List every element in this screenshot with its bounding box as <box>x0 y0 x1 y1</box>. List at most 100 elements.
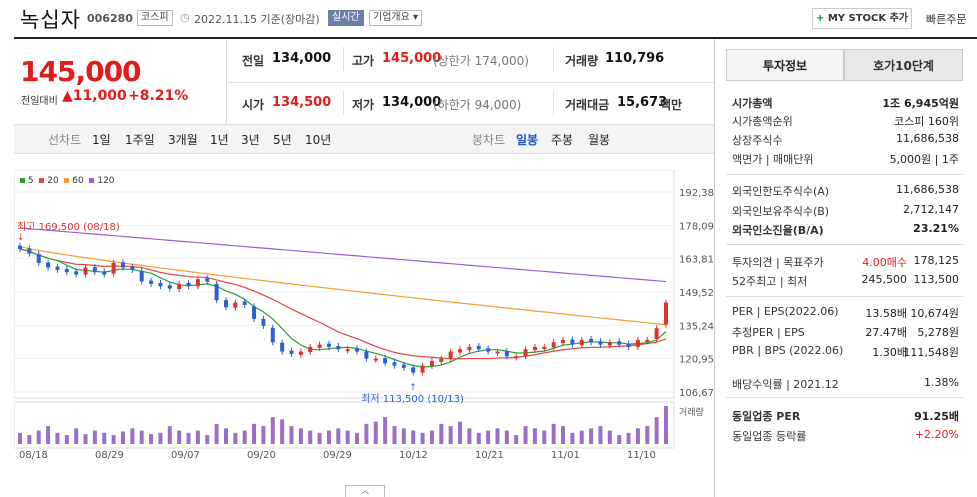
mystock-add-button[interactable]: + MY STOCK 추가 <box>812 8 912 29</box>
volume-bar <box>55 432 60 444</box>
volume-bar <box>177 430 182 444</box>
company-overview-button[interactable]: 기업개요 ▾ <box>369 10 422 26</box>
candle <box>308 346 313 353</box>
volume-bar <box>111 435 116 444</box>
info-label: 상장주식수 <box>732 134 783 147</box>
volume-bar <box>326 430 331 444</box>
candle <box>504 351 509 357</box>
info-value: 1.38% <box>924 376 959 389</box>
tab-1d[interactable]: 1일 <box>92 133 111 147</box>
info-value: 11,686,538 <box>896 183 959 196</box>
candle <box>18 245 22 249</box>
info-label: 동일업종 등락률 <box>732 430 807 443</box>
quick-order-link[interactable]: 빠른주문 <box>926 13 967 26</box>
x-tick-label: 08/29 <box>95 450 124 460</box>
candle <box>214 283 219 301</box>
candle <box>223 300 228 308</box>
volume-bar <box>589 428 594 444</box>
candle <box>420 365 425 373</box>
stock-name: 녹십자 <box>20 8 81 32</box>
stock-code: 006280 <box>87 12 133 25</box>
chart-tab-bar <box>14 124 714 154</box>
collapse-toggle[interactable]: ︿ <box>345 485 385 497</box>
info-label: PBR | BPS (2022.06) <box>732 344 844 357</box>
open-label: 시가 <box>242 98 265 112</box>
candle <box>551 342 556 348</box>
candle <box>261 318 266 326</box>
candle <box>102 271 107 275</box>
tab-1y[interactable]: 1년 <box>210 133 229 147</box>
volume-bar <box>532 428 537 444</box>
volume-bar <box>139 430 144 444</box>
candle <box>345 349 350 352</box>
y-tick-label: 149,528 <box>679 288 714 299</box>
volume-bar <box>298 428 303 444</box>
legend-swatch <box>39 178 45 183</box>
volume-bar <box>607 430 612 444</box>
info-value: 91.25배 <box>914 410 959 423</box>
prev-close-label: 전일 <box>242 54 265 68</box>
y-tick-label: 163,813 <box>679 255 714 266</box>
volume-bar <box>345 430 350 444</box>
candle <box>298 351 303 355</box>
x-tick-label: 09/29 <box>323 450 352 460</box>
info-value: 13.58배 <box>865 307 907 320</box>
tab-3y[interactable]: 3년 <box>241 133 260 147</box>
candle <box>486 348 491 352</box>
info-value: 1조 6,945억원 <box>882 97 959 110</box>
volume-bar <box>92 430 97 444</box>
volume-bar <box>383 417 388 444</box>
info-value: 4.00매수 <box>862 256 907 269</box>
candle <box>598 341 603 345</box>
legend-ma120: 120 <box>97 176 115 186</box>
divider <box>726 296 963 297</box>
tab-invest-info[interactable]: 투자정보 <box>726 49 844 81</box>
candle-chart-label: 봉차트 <box>472 133 506 147</box>
volume-bar <box>514 435 519 444</box>
volume-bar <box>411 430 416 444</box>
volume-bar <box>486 430 491 444</box>
candle <box>589 338 594 343</box>
info-value: 5,278원 <box>917 326 959 339</box>
candle <box>177 283 182 290</box>
legend-swatch <box>89 178 95 183</box>
candle <box>55 266 60 270</box>
volume-bar <box>570 432 575 444</box>
date-text: 2022.11.15 기준(장마감) <box>194 13 320 26</box>
realtime-tag[interactable]: 실시간 <box>328 10 364 26</box>
ma120-line <box>19 227 667 283</box>
candle <box>476 345 481 350</box>
volume-bar <box>261 426 266 444</box>
candle <box>74 271 79 275</box>
volume-bar <box>645 426 650 444</box>
open-value: 134,500 <box>272 95 332 110</box>
x-tick-label: 11/10 <box>627 450 656 460</box>
volume-bar <box>186 432 191 444</box>
tab-1w[interactable]: 1주일 <box>125 133 155 147</box>
x-tick-label: 08/18 <box>19 450 48 460</box>
tab-5y[interactable]: 5년 <box>273 133 292 147</box>
lower-limit: (하한가 94,000) <box>433 98 522 112</box>
info-value: 27.47배 <box>865 326 907 339</box>
tab-order-book[interactable]: 호가10단계 <box>844 49 963 81</box>
tab-10y[interactable]: 10년 <box>305 133 332 147</box>
volume-bar <box>523 426 528 444</box>
candle <box>186 282 191 287</box>
candle <box>111 262 116 274</box>
price-chart[interactable]: 192,384 178,099 163,813 149,528 135,242 120,9… <box>14 170 714 460</box>
candle <box>317 344 322 348</box>
low-arrow: ↑ <box>409 383 417 393</box>
tab-daily[interactable]: 일봉 <box>516 133 539 147</box>
info-label: 외국인한도주식수(A) <box>732 185 830 198</box>
info-label: 추정PER | EPS <box>732 326 805 339</box>
info-label: 52주최고 | 최저 <box>732 275 808 288</box>
tab-3m[interactable]: 3개월 <box>168 133 198 147</box>
volume-label: 거래량 <box>679 406 704 418</box>
tab-monthly[interactable]: 월봉 <box>588 133 611 147</box>
divider <box>343 91 344 115</box>
tab-weekly[interactable]: 주봉 <box>551 133 574 147</box>
volume-bar <box>317 432 322 444</box>
high-arrow: ↓ <box>17 233 25 243</box>
candle <box>139 270 144 282</box>
volume-bar <box>102 432 107 444</box>
